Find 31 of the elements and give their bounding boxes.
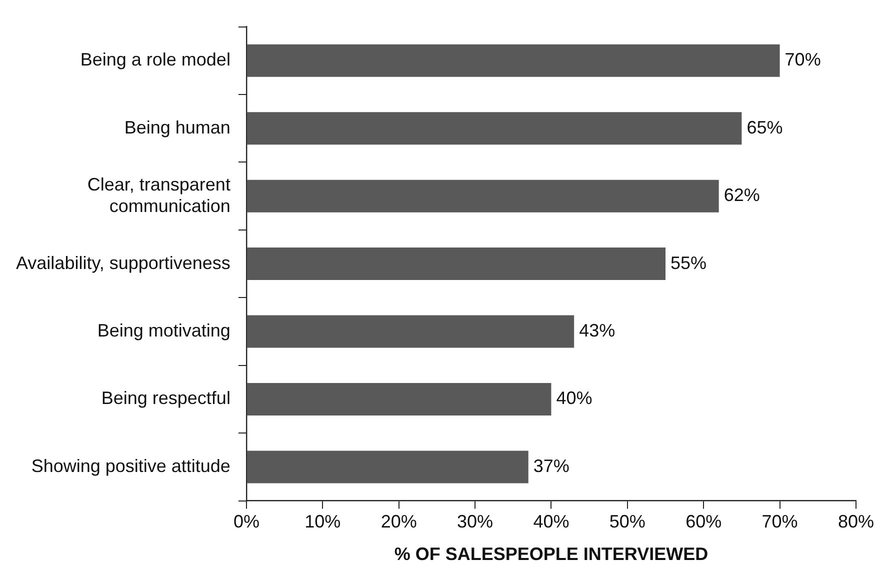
bar [246,180,719,212]
data-label: 40% [556,388,592,408]
y-tick-label: Being human [124,117,230,138]
x-tick-label: 80% [838,512,874,532]
data-label: 55% [670,252,707,273]
x-tick-label: 10% [304,512,341,532]
y-tick-label: Showing positive attitude [31,456,230,476]
x-tick-label: 40% [533,512,570,532]
data-label: 70% [784,50,821,70]
y-tick-label: Availability, supportiveness [16,252,230,273]
x-tick-label: 20% [380,512,417,532]
data-label: 43% [579,320,616,340]
data-label: 62% [724,185,760,206]
y-tick-label: Being a role model [80,50,230,70]
x-tick-label: 70% [762,512,798,532]
bar [246,248,666,280]
x-tick-label: 50% [609,512,646,532]
bar [246,112,742,145]
x-tick-label: 30% [457,512,494,532]
data-label: 37% [533,456,570,476]
bar [246,44,780,77]
y-tick-label: Clear, transparent communication [87,174,230,216]
x-tick-label: 60% [686,512,722,532]
bar [246,382,552,416]
bar [246,450,528,484]
data-label: 65% [746,117,783,138]
bar [246,315,574,348]
x-tick-label: 0% [233,512,260,532]
x-axis-title: % OF SALESPEOPLE INTERVIEWED [394,544,708,564]
y-tick-label: Being respectful [101,388,230,408]
y-tick-label: Being motivating [97,320,230,340]
